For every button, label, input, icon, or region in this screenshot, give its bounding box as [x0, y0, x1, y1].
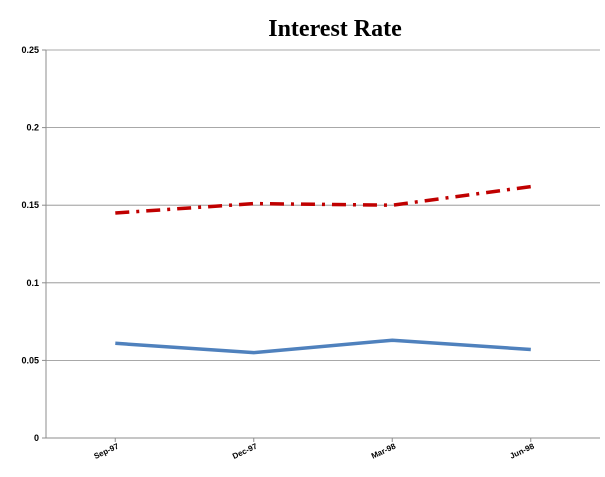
axes [42, 49, 600, 442]
x-tick-label: Sep-97 [93, 441, 121, 460]
chart-title: Interest Rate [268, 16, 402, 42]
x-tick-label: Mar-98 [370, 441, 398, 460]
series-2-line [115, 338, 531, 355]
x-tick-label: Dec-97 [231, 441, 259, 460]
series-lines [115, 184, 532, 355]
series-1-line [115, 184, 532, 215]
y-tick-label: 0.2 [26, 123, 39, 133]
y-tick-label: 0.05 [21, 355, 39, 365]
y-tick-label: 0.1 [26, 278, 39, 288]
y-tick-label: 0.25 [21, 45, 39, 55]
y-tick-label: 0 [34, 433, 39, 443]
x-tick-label: Jun-98 [508, 441, 536, 460]
y-tick-label: 0.15 [21, 200, 39, 210]
y-tick-labels: 0 0.05 0.1 0.15 0.2 0.25 [21, 45, 39, 443]
x-tick-labels: Sep-97 Dec-97 Mar-98 Jun-98 [93, 441, 537, 460]
